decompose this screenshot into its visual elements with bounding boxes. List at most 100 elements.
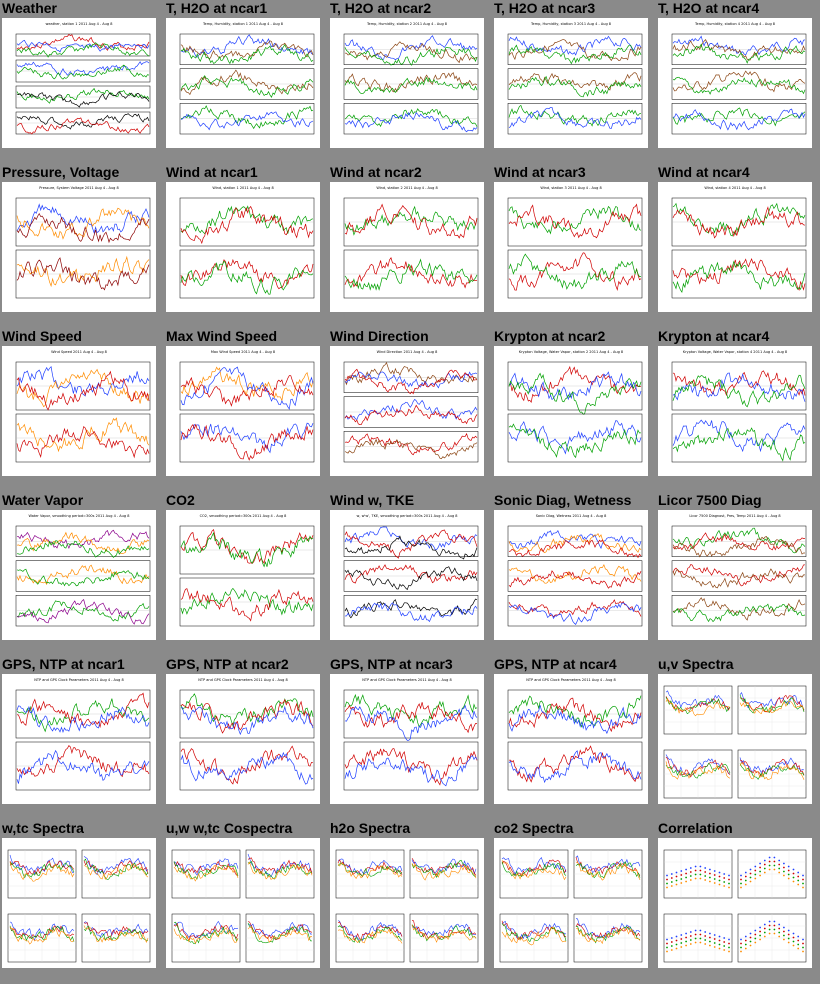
plot-thumbnail-link[interactable]: Wind Speed 2011 Aug 4 - Aug 8 bbox=[2, 346, 156, 476]
plot-thumbnail-image: CO2, smoothing period=300s 2011 Aug 4 - … bbox=[179, 514, 315, 627]
plot-thumbnail-link[interactable]: Temp, Humidity, station 4 2011 Aug 4 - A… bbox=[658, 18, 812, 148]
plot-thumbnail-link[interactable] bbox=[658, 838, 812, 968]
plot-thumbnail-link[interactable]: Temp, Humidity, station 3 2011 Aug 4 - A… bbox=[494, 18, 648, 148]
plot-thumbnail-image: Krypton Voltage, Water Vapor, station 2 … bbox=[507, 350, 643, 463]
svg-text:Pressure, System Voltage 2011: Pressure, System Voltage 2011 Aug 4 - Au… bbox=[39, 186, 118, 190]
plot-panel: GPS, NTP at ncar3 NTP and GPS Clock Param… bbox=[328, 656, 486, 812]
panel-title: Wind at ncar1 bbox=[166, 164, 258, 180]
svg-text:Water Vapor, smoothing period=: Water Vapor, smoothing period=300s 2011 … bbox=[29, 514, 130, 518]
panel-title: GPS, NTP at ncar4 bbox=[494, 656, 617, 672]
plot-panel: Wind Speed Wind Speed 2011 Aug 4 - Aug 8 bbox=[0, 328, 158, 484]
panel-title: Max Wind Speed bbox=[166, 328, 278, 344]
plot-panel: Max Wind Speed Max Wind Speed 2011 Aug 4 … bbox=[164, 328, 322, 484]
panel-title: CO2 bbox=[166, 492, 195, 508]
panel-title: Wind Speed bbox=[2, 328, 82, 344]
plot-thumbnail-link[interactable]: NTP and GPS Clock Parameters 2011 Aug 4 … bbox=[166, 674, 320, 804]
panel-title: Correlation bbox=[658, 820, 733, 836]
plot-panel: Wind at ncar2 Wind, station 2 2011 Aug 4 … bbox=[328, 164, 486, 320]
plot-thumbnail-link[interactable]: w, w'w', TKE, smoothing period=300s 2011… bbox=[330, 510, 484, 640]
plot-thumbnail-link[interactable]: Water Vapor, smoothing period=300s 2011 … bbox=[2, 510, 156, 640]
plot-thumbnail-image bbox=[7, 849, 151, 963]
svg-text:Max Wind Speed 2011 Aug 4 - Au: Max Wind Speed 2011 Aug 4 - Aug 8 bbox=[211, 350, 275, 354]
plot-panel: u,v Spectra bbox=[656, 656, 814, 812]
svg-text:Wind, station 1 2011 Aug 4 - A: Wind, station 1 2011 Aug 4 - Aug 8 bbox=[212, 186, 273, 190]
svg-text:Wind Direction 2011 Aug 4 - Au: Wind Direction 2011 Aug 4 - Aug 8 bbox=[377, 350, 438, 354]
plot-thumbnail-link[interactable] bbox=[330, 838, 484, 968]
panel-title: GPS, NTP at ncar2 bbox=[166, 656, 289, 672]
svg-text:Wind, station 2 2011 Aug 4 - A: Wind, station 2 2011 Aug 4 - Aug 8 bbox=[376, 186, 437, 190]
plot-thumbnail-link[interactable]: Wind Direction 2011 Aug 4 - Aug 8 bbox=[330, 346, 484, 476]
svg-text:Wind Speed 2011 Aug 4 - Aug 8: Wind Speed 2011 Aug 4 - Aug 8 bbox=[51, 350, 107, 354]
plot-thumbnail-link[interactable]: Temp, Humidity, station 2 2011 Aug 4 - A… bbox=[330, 18, 484, 148]
plot-thumbnail-image: NTP and GPS Clock Parameters 2011 Aug 4 … bbox=[343, 678, 479, 791]
panel-title: T, H2O at ncar2 bbox=[330, 0, 432, 16]
plot-thumbnail-link[interactable]: Krypton Voltage, Water Vapor, station 4 … bbox=[658, 346, 812, 476]
plot-thumbnail-link[interactable]: Pressure, System Voltage 2011 Aug 4 - Au… bbox=[2, 182, 156, 312]
plot-panel: GPS, NTP at ncar4 NTP and GPS Clock Param… bbox=[492, 656, 650, 812]
svg-text:Krypton Voltage, Water Vapor,: Krypton Voltage, Water Vapor, station 4 … bbox=[683, 350, 787, 354]
plot-panel: Weather weather, station 1 2011 Aug 4 - A… bbox=[0, 0, 158, 156]
panel-title: T, H2O at ncar1 bbox=[166, 0, 268, 16]
panel-title: Wind w, TKE bbox=[330, 492, 415, 508]
panel-title: Pressure, Voltage bbox=[2, 164, 120, 180]
svg-text:Wind, station 3 2011 Aug 4 - A: Wind, station 3 2011 Aug 4 - Aug 8 bbox=[540, 186, 601, 190]
plot-panel: Krypton at ncar4 Krypton Voltage, Water V… bbox=[656, 328, 814, 484]
plot-thumbnail-link[interactable]: Sonic Diag, Wetness 2011 Aug 4 - Aug 8 bbox=[494, 510, 648, 640]
plot-thumbnail-link[interactable]: Krypton Voltage, Water Vapor, station 2 … bbox=[494, 346, 648, 476]
plot-thumbnail-image: Temp, Humidity, station 3 2011 Aug 4 - A… bbox=[507, 22, 643, 135]
svg-text:NTP and GPS Clock Parameters 2: NTP and GPS Clock Parameters 2011 Aug 4 … bbox=[526, 678, 615, 682]
plot-thumbnail-link[interactable]: Wind, station 2 2011 Aug 4 - Aug 8 bbox=[330, 182, 484, 312]
plot-thumbnail-image bbox=[663, 685, 807, 799]
panel-title: Wind at ncar4 bbox=[658, 164, 750, 180]
plot-thumbnail-link[interactable]: Wind, station 4 2011 Aug 4 - Aug 8 bbox=[658, 182, 812, 312]
plot-thumbnail-link[interactable]: Wind, station 1 2011 Aug 4 - Aug 8 bbox=[166, 182, 320, 312]
plot-thumbnail-image: Temp, Humidity, station 4 2011 Aug 4 - A… bbox=[671, 22, 807, 135]
plot-thumbnail-link[interactable]: CO2, smoothing period=300s 2011 Aug 4 - … bbox=[166, 510, 320, 640]
plot-thumbnail-link[interactable]: Temp, Humidity, station 1 2011 Aug 4 - A… bbox=[166, 18, 320, 148]
plot-thumbnail-link[interactable]: NTP and GPS Clock Parameters 2011 Aug 4 … bbox=[330, 674, 484, 804]
plot-panel: co2 Spectra bbox=[492, 820, 650, 976]
plot-thumbnail-link[interactable]: NTP and GPS Clock Parameters 2011 Aug 4 … bbox=[494, 674, 648, 804]
svg-text:Temp, Humidity, station 1 2011: Temp, Humidity, station 1 2011 Aug 4 - A… bbox=[202, 22, 283, 26]
plot-panel: Wind Direction Wind Direction 2011 Aug 4 … bbox=[328, 328, 486, 484]
plot-panel: Sonic Diag, Wetness Sonic Diag, Wetness 2… bbox=[492, 492, 650, 648]
panel-title: u,v Spectra bbox=[658, 656, 734, 672]
plot-thumbnail-image: Pressure, System Voltage 2011 Aug 4 - Au… bbox=[15, 186, 151, 299]
svg-text:Wind, station 4 2011 Aug 4 - A: Wind, station 4 2011 Aug 4 - Aug 8 bbox=[704, 186, 765, 190]
plot-thumbnail-link[interactable]: NTP and GPS Clock Parameters 2011 Aug 4 … bbox=[2, 674, 156, 804]
plot-panel: Wind at ncar4 Wind, station 4 2011 Aug 4 … bbox=[656, 164, 814, 320]
plot-panel: T, H2O at ncar1 Temp, Humidity, station 1… bbox=[164, 0, 322, 156]
svg-text:NTP and GPS Clock Parameters 2: NTP and GPS Clock Parameters 2011 Aug 4 … bbox=[362, 678, 451, 682]
plot-thumbnail-link[interactable]: Licor 7500 Diagnost, Pres, Temp 2011 Aug… bbox=[658, 510, 812, 640]
plot-thumbnail-image: NTP and GPS Clock Parameters 2011 Aug 4 … bbox=[179, 678, 315, 791]
svg-text:CO2, smoothing period=300s 201: CO2, smoothing period=300s 2011 Aug 4 - … bbox=[200, 514, 287, 518]
plot-thumbnail-link[interactable]: weather, station 1 2011 Aug 4 - Aug 8 bbox=[2, 18, 156, 148]
plot-panel: h2o Spectra bbox=[328, 820, 486, 976]
svg-text:Sonic Diag, Wetness 2011 Aug 4: Sonic Diag, Wetness 2011 Aug 4 - Aug 8 bbox=[536, 514, 607, 518]
plot-panel: CO2 CO2, smoothing period=300s 2011 Aug 4… bbox=[164, 492, 322, 648]
plot-thumbnail-link[interactable]: Max Wind Speed 2011 Aug 4 - Aug 8 bbox=[166, 346, 320, 476]
svg-text:NTP and GPS Clock Parameters 2: NTP and GPS Clock Parameters 2011 Aug 4 … bbox=[198, 678, 287, 682]
panel-title: GPS, NTP at ncar1 bbox=[2, 656, 125, 672]
panel-title: Weather bbox=[2, 0, 57, 16]
plot-thumbnail-link[interactable] bbox=[658, 674, 812, 804]
panel-title: u,w w,tc Cospectra bbox=[166, 820, 293, 836]
plot-thumbnail-link[interactable] bbox=[494, 838, 648, 968]
plot-panel: GPS, NTP at ncar2 NTP and GPS Clock Param… bbox=[164, 656, 322, 812]
plot-panel: Wind w, TKE w, w'w', TKE, smoothing perio… bbox=[328, 492, 486, 648]
plot-thumbnail-link[interactable]: Wind, station 3 2011 Aug 4 - Aug 8 bbox=[494, 182, 648, 312]
svg-text:NTP and GPS Clock Parameters 2: NTP and GPS Clock Parameters 2011 Aug 4 … bbox=[34, 678, 123, 682]
plot-thumbnail-image: Wind, station 3 2011 Aug 4 - Aug 8 bbox=[507, 186, 643, 299]
plot-panel: Correlation bbox=[656, 820, 814, 976]
svg-text:Krypton Voltage, Water Vapor,: Krypton Voltage, Water Vapor, station 2 … bbox=[519, 350, 623, 354]
plot-thumbnail-link[interactable] bbox=[166, 838, 320, 968]
plot-panel: Pressure, Voltage Pressure, System Voltag… bbox=[0, 164, 158, 320]
panel-title: Krypton at ncar4 bbox=[658, 328, 770, 344]
panel-title: T, H2O at ncar4 bbox=[658, 0, 760, 16]
plot-thumbnail-image bbox=[171, 849, 315, 963]
panel-title: T, H2O at ncar3 bbox=[494, 0, 596, 16]
plot-thumbnail-link[interactable] bbox=[2, 838, 156, 968]
plot-panel: Wind at ncar1 Wind, station 1 2011 Aug 4 … bbox=[164, 164, 322, 320]
panel-title: w,tc Spectra bbox=[2, 820, 84, 836]
